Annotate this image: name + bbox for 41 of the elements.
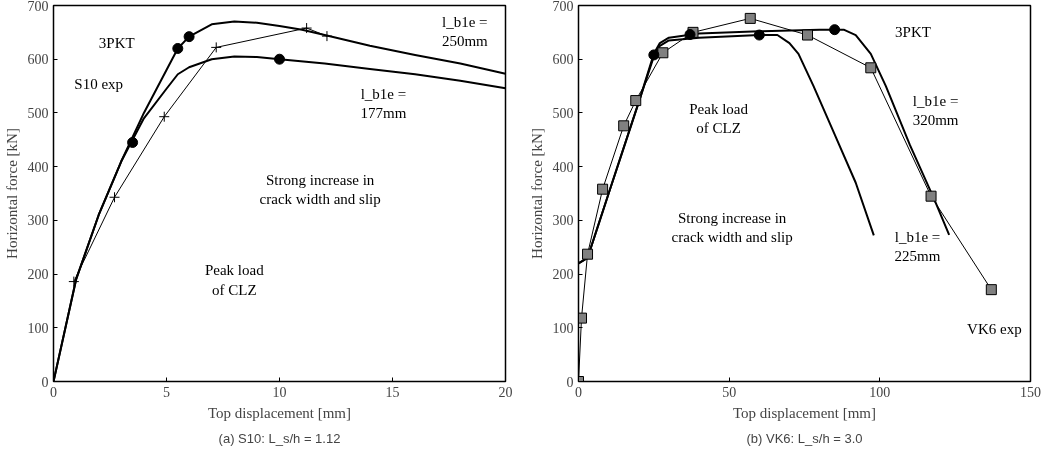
text: (a) S10: L_s/h = 1.12 xyxy=(218,430,341,446)
annotation: l_b1e = 177mm xyxy=(360,85,407,121)
y-tick-label: 700 xyxy=(552,0,574,14)
x-tick-label: 15 xyxy=(385,384,400,400)
x-axis-title: Top displacement [mm] xyxy=(732,404,877,421)
y-tick-label: 500 xyxy=(27,105,49,121)
y-tick-label: 500 xyxy=(552,105,574,121)
x-tick-label: 5 xyxy=(163,384,170,400)
annotation: l_b1e = 250mm xyxy=(441,14,489,50)
annotation: VK6 exp xyxy=(967,320,1022,337)
annotation: 3PKT xyxy=(98,35,135,52)
x-tick-label: 20 xyxy=(498,384,513,400)
y-tick-label: 400 xyxy=(552,159,574,175)
annotation: l_b1e = 225mm xyxy=(894,228,941,264)
x-axis-title: Top displacement [mm] xyxy=(207,404,352,421)
annotation: 3PKT xyxy=(895,23,931,40)
y-axis-title: Horizontal force [kN] xyxy=(528,128,545,259)
x-tick-label: 100 xyxy=(869,384,891,400)
annotation: Strong increase in crack width and slip xyxy=(671,209,793,245)
x-tick-label: 50 xyxy=(722,384,737,400)
y-tick-label: 600 xyxy=(27,52,49,68)
x-tick-label: 10 xyxy=(272,384,287,400)
text: (b) VK6: L_s/h = 3.0 xyxy=(746,430,863,446)
y-tick-label: 600 xyxy=(552,52,574,68)
y-tick-label: 0 xyxy=(41,374,49,390)
y-tick-label: 200 xyxy=(552,267,574,283)
x-tick-label: 150 xyxy=(1020,384,1041,400)
annotation: Peak load of CLZ xyxy=(204,262,265,298)
y-tick-label: 300 xyxy=(552,213,574,229)
y-tick-label: 100 xyxy=(27,320,49,336)
annotation: Peak load of CLZ xyxy=(689,100,749,136)
y-tick-label: 700 xyxy=(27,0,49,14)
annotation: S10 exp xyxy=(74,76,124,93)
y-tick-label: 0 xyxy=(566,374,574,390)
annotation: l_b1e = 320mm xyxy=(912,93,959,129)
y-tick-label: 100 xyxy=(552,320,574,336)
annotation: Strong increase in crack width and slip xyxy=(259,172,381,208)
y-axis-title: Horizontal force [kN] xyxy=(3,128,20,259)
y-tick-label: 300 xyxy=(27,213,49,229)
y-tick-label: 400 xyxy=(27,159,49,175)
y-tick-label: 200 xyxy=(27,267,49,283)
